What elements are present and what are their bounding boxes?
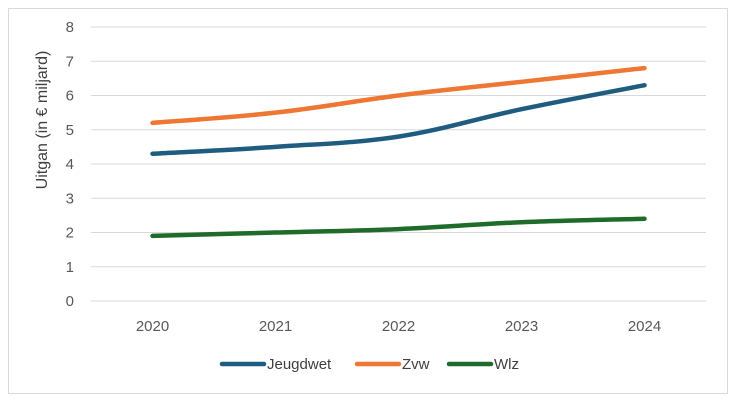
x-tick-label: 2021 (259, 318, 292, 335)
y-tick-label: 3 (66, 190, 74, 207)
x-axis-ticks: 2020 2021 2022 2023 2024 (136, 318, 661, 335)
y-tick-label: 5 (66, 122, 74, 139)
series-line-jeugdwet (150, 82, 647, 156)
y-tick-label: 7 (66, 53, 74, 70)
series-lines (150, 65, 647, 239)
y-tick-label: 6 (66, 88, 74, 105)
series-line-wlz (150, 216, 647, 239)
x-tick-label: 2020 (136, 318, 169, 335)
y-tick-label: 8 (66, 19, 74, 36)
legend-label: Wlz (494, 356, 519, 373)
series-line-zvw (150, 65, 647, 126)
x-tick-label: 2024 (628, 318, 661, 335)
y-tick-label: 4 (66, 156, 74, 173)
legend-label: Zvw (402, 356, 430, 373)
y-tick-label: 1 (66, 259, 74, 276)
gridlines (91, 26, 706, 302)
legend-label: Jeugdwet (267, 356, 332, 373)
x-tick-label: 2022 (382, 318, 415, 335)
y-axis-ticks: 0 1 2 3 4 5 6 7 8 (66, 19, 74, 310)
legend: Jeugdwet Zvw Wlz (219, 356, 519, 373)
y-tick-label: 0 (66, 293, 74, 310)
y-axis-title: Uitgan (in € miljard) (34, 51, 51, 190)
x-tick-label: 2023 (505, 318, 538, 335)
y-tick-label: 2 (66, 225, 74, 242)
